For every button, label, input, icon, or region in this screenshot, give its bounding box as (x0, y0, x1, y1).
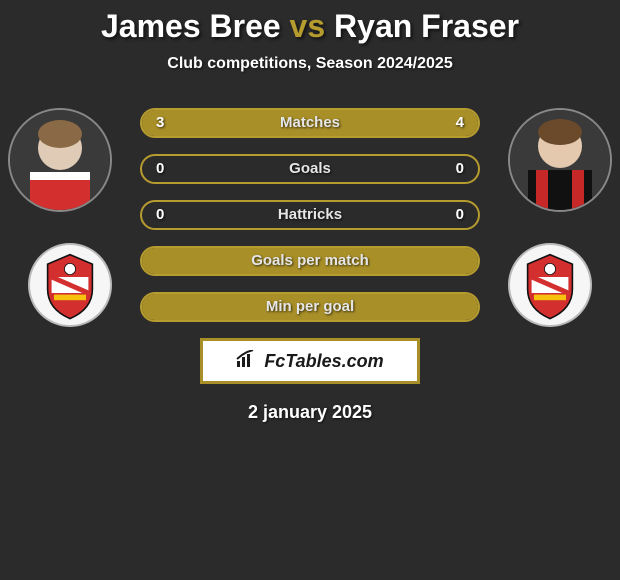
stat-value-right: 0 (456, 156, 464, 182)
stat-row: Matches3 4 (140, 108, 480, 138)
branding-text: FcTables.com (264, 351, 383, 372)
stat-bars: Matches34Goals00Hattricks00Goals per mat… (140, 108, 480, 322)
comparison-title: James Bree vs Ryan Fraser (0, 0, 620, 45)
player1-avatar (8, 108, 112, 212)
stat-label: Goals per match (142, 248, 478, 274)
stat-label: Hattricks (142, 202, 478, 228)
stat-value-right: 4 (456, 110, 464, 136)
player2-club-crest (508, 243, 592, 327)
title-connector: vs (290, 8, 326, 44)
player2-avatar (508, 108, 612, 212)
stat-row: Goals per match (140, 246, 480, 276)
comparison-panel: Matches34Goals00Hattricks00Goals per mat… (0, 108, 620, 423)
snapshot-date: 2 january 2025 (0, 402, 620, 423)
stat-label: Min per goal (142, 294, 478, 320)
branding-badge: FcTables.com (200, 338, 420, 384)
stat-label: Goals (142, 156, 478, 182)
player2-name: Ryan Fraser (334, 8, 519, 44)
stat-label: Matches (142, 110, 478, 136)
stat-value-right: 0 (456, 202, 464, 228)
stat-row: Hattricks0 0 (140, 200, 480, 230)
stat-value-left: 0 (156, 156, 164, 182)
subtitle: Club competitions, Season 2024/2025 (0, 55, 620, 73)
stat-value-left: 3 (156, 110, 164, 136)
player1-name: James Bree (101, 8, 281, 44)
chart-icon (236, 350, 258, 373)
player1-club-crest (28, 243, 112, 327)
stat-value-left: 0 (156, 202, 164, 228)
stat-row: Min per goal (140, 292, 480, 322)
stat-row: Goals0 0 (140, 154, 480, 184)
